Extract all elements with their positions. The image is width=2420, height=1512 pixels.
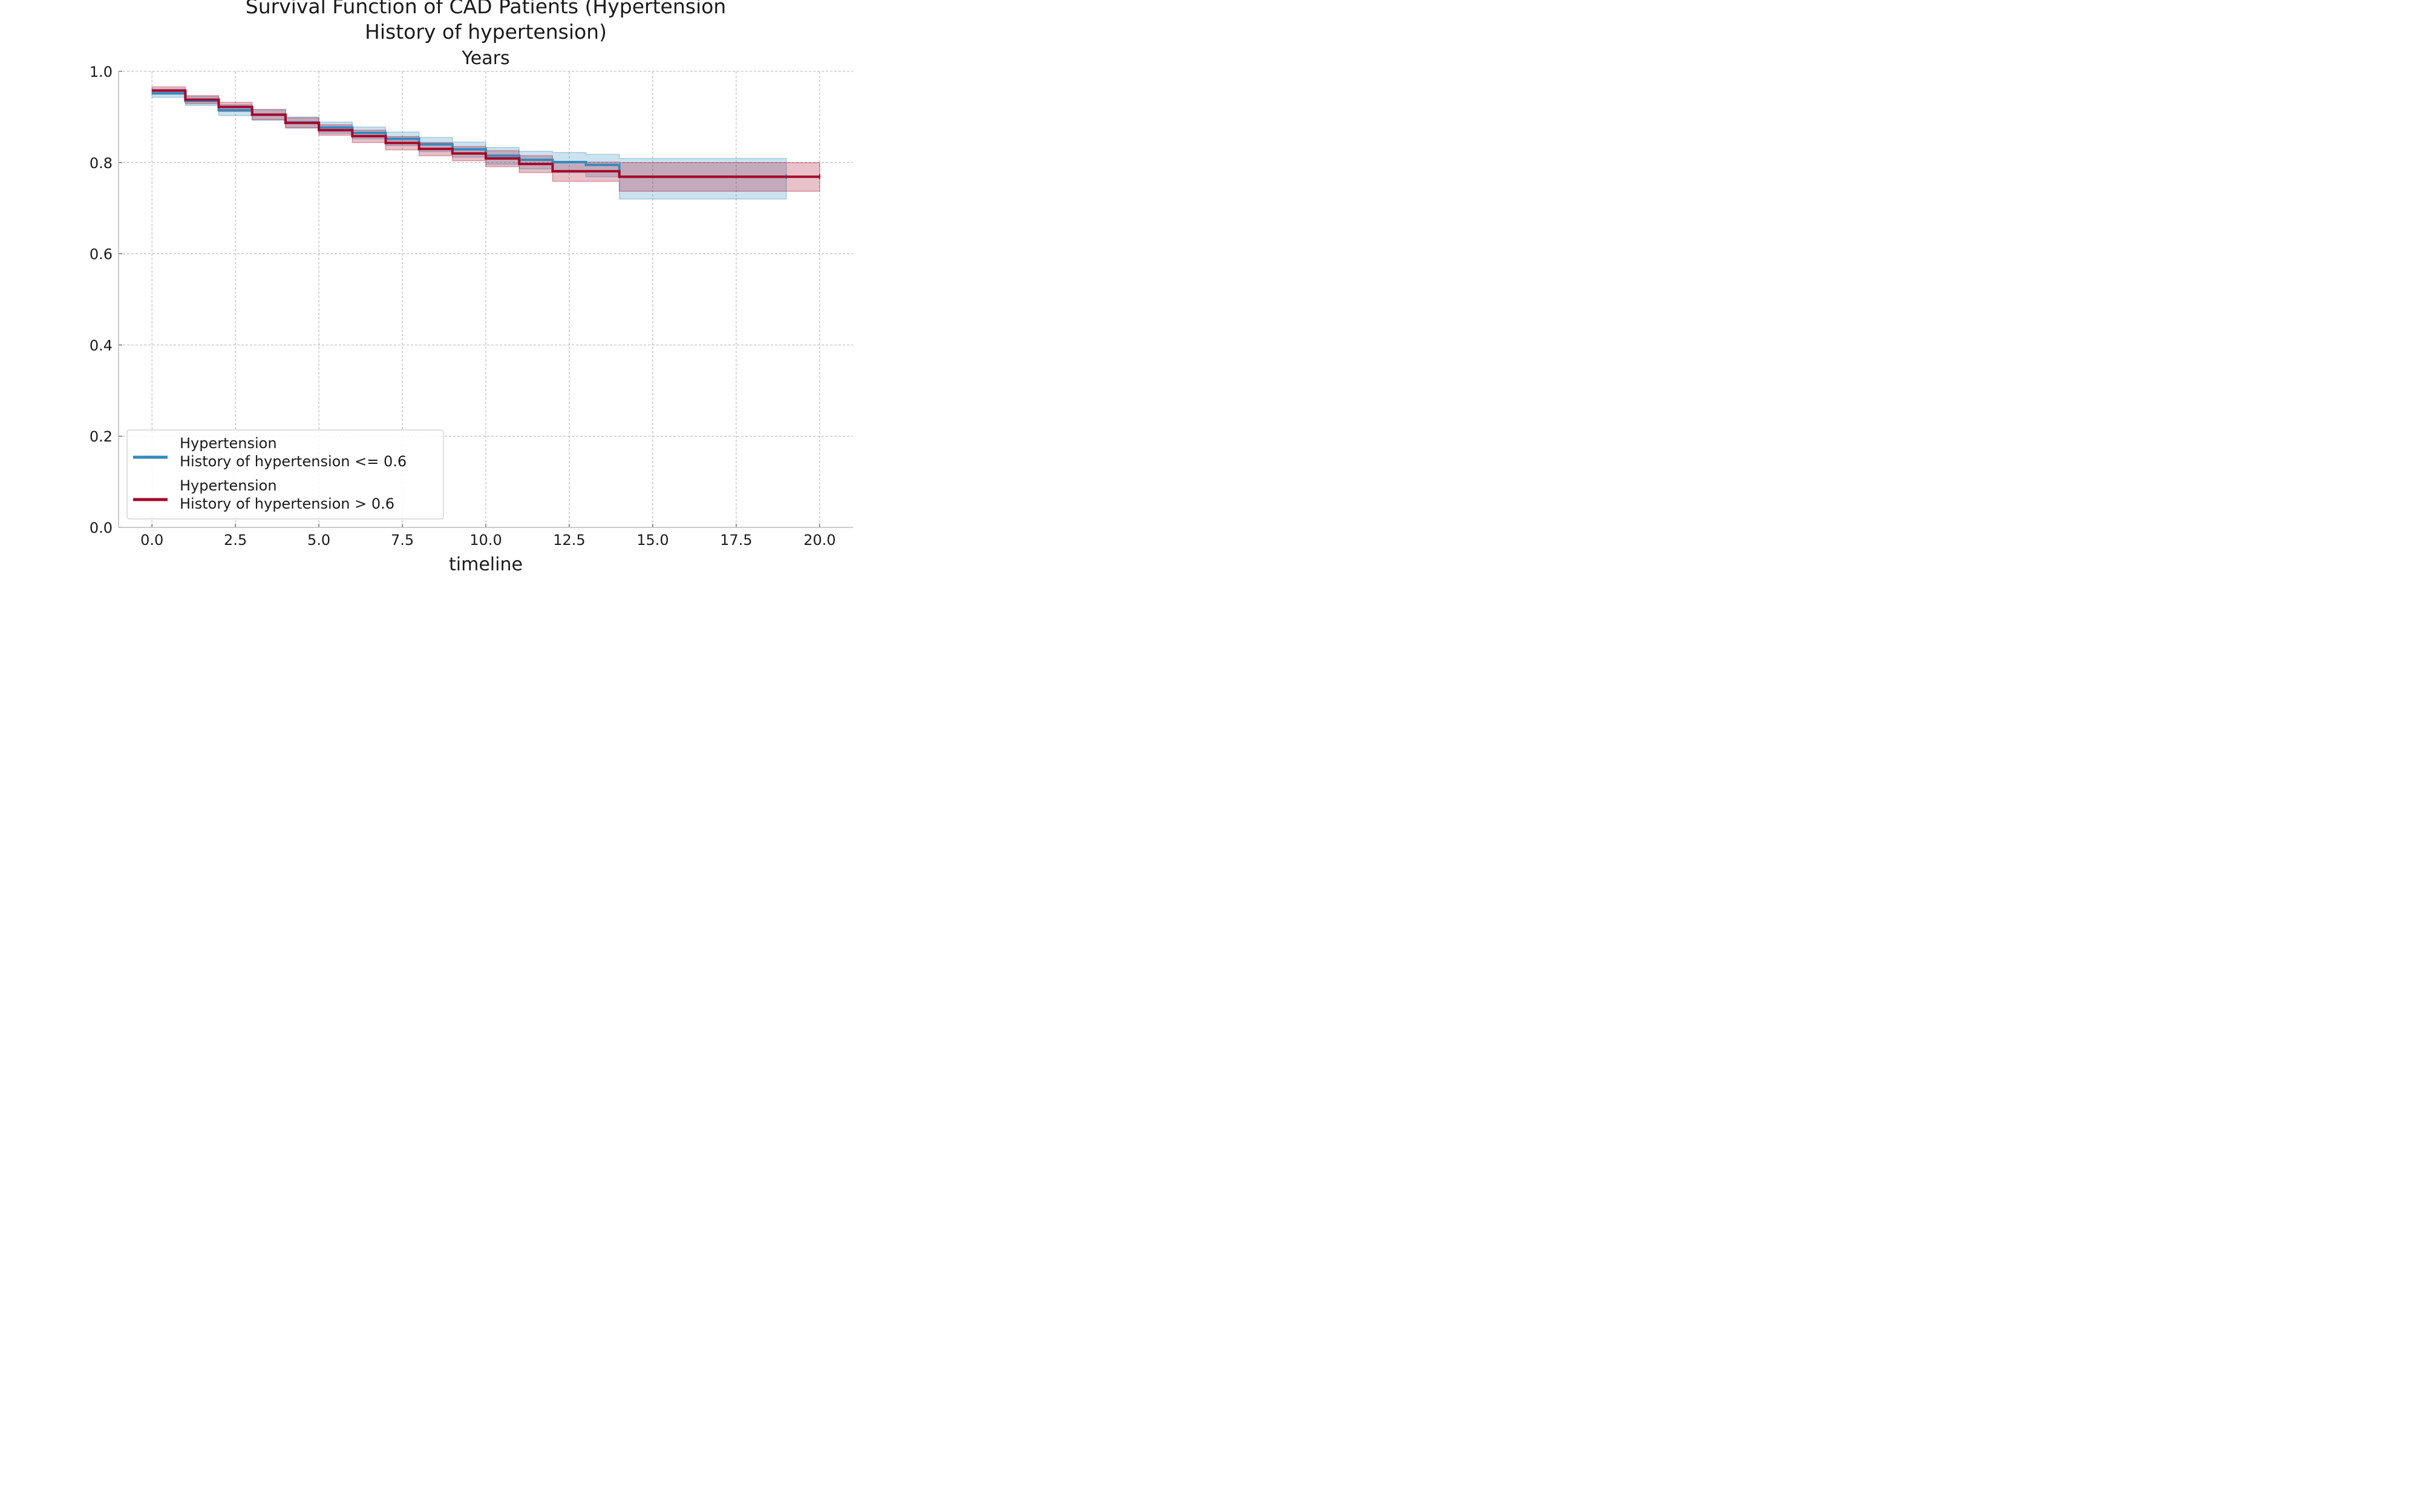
x-tick-label: 0.0 <box>140 532 163 549</box>
legend-box <box>126 429 444 520</box>
legend-label-series-2-line-1: Hypertension <box>180 477 277 494</box>
axes <box>118 71 853 528</box>
y-tick-label: 0.8 <box>90 155 113 172</box>
x-tick-label: 2.5 <box>224 532 247 549</box>
chart-title-line-2: History of hypertension) <box>365 20 607 44</box>
y-tick-label: 0.6 <box>90 246 113 263</box>
x-tick-label: 10.0 <box>469 532 502 549</box>
chart-text: 0.0 2.5 5.0 7.5 10.0 12.5 15.0 17.5 20.0 0.0 0.2 0.… <box>90 0 836 575</box>
x-tick-label: 12.5 <box>553 532 585 549</box>
x-tick-label: 5.0 <box>307 532 330 549</box>
ci-band-series-2 <box>151 86 820 192</box>
x-axis-label: timeline <box>449 554 523 575</box>
x-tick-label: 20.0 <box>803 532 836 549</box>
survival-line-series-1 <box>152 92 786 178</box>
survival-line-series-2 <box>152 89 820 178</box>
y-tick-label: 1.0 <box>90 64 113 80</box>
legend-label-series-1-line-1: Hypertension <box>180 435 277 452</box>
survival-lines <box>152 89 820 180</box>
y-tick-label: 0.2 <box>90 428 113 445</box>
x-tick-label: 15.0 <box>636 532 669 549</box>
survival-chart: 0.0 2.5 5.0 7.5 10.0 12.5 15.0 17.5 20.0 0.0 0.2 0.… <box>90 0 853 575</box>
x-tick-label: 7.5 <box>391 532 414 549</box>
chart-title-line-1: Survival Function of CAD Patients (Hyper… <box>246 0 726 18</box>
legend-label-series-1-line-2: History of hypertension <= 0.6 <box>180 453 407 470</box>
y-tick-label: 0.0 <box>90 520 113 536</box>
legend-label-series-2-line-2: History of hypertension > 0.6 <box>180 495 394 512</box>
y-tick-label: 0.4 <box>90 337 113 354</box>
x-tick-label: 17.5 <box>720 532 752 549</box>
chart-subtitle: Years <box>461 48 509 69</box>
